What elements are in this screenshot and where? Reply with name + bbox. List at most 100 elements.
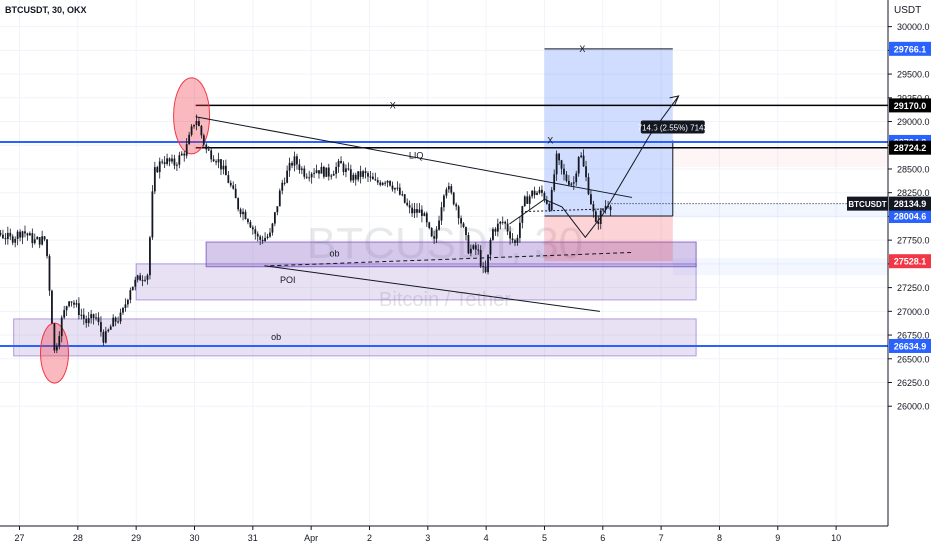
candle-body [376,180,379,183]
candle-body [560,160,563,169]
candle-body [14,238,17,243]
zones-layer [13,241,697,357]
candle-body [131,286,134,291]
x-tick-label: 7 [659,533,664,543]
candle-body [575,173,578,183]
candle-body [501,221,504,223]
y-tick-label: 27250.0 [897,283,930,293]
candle-body [531,190,534,197]
candle-body [345,168,347,172]
candle-body [555,153,558,175]
grid-layer [0,0,888,526]
price-badge [889,41,931,56]
candle-body [286,170,289,183]
candle-body [109,326,112,330]
candle-body [256,233,259,237]
candle-body [156,167,159,173]
candle-body [396,187,399,189]
candle-body [597,221,600,224]
candle-body [43,236,46,240]
candle-body [452,192,455,205]
candle-body [6,232,9,239]
candle-body [506,223,509,232]
candle-body [298,164,301,170]
candle-body [440,207,443,221]
candle-body [509,231,511,239]
candle-body [313,172,315,174]
candle-body [398,187,401,195]
candle-body [36,237,39,240]
candle-body [0,232,2,235]
candle-body [445,189,448,196]
candle-body [278,190,281,207]
candle-body [364,171,367,174]
candle-body [11,236,14,243]
candle-body [406,202,409,206]
candle-body [119,312,122,322]
candle-body [381,182,384,185]
candle-body [190,126,193,135]
candles-layer [0,114,612,354]
candle-body [283,182,286,184]
y-tick-label: 26000.0 [897,402,930,412]
candle-body [273,212,276,224]
candle-body [604,205,607,210]
candle-body [161,161,164,163]
candle-body [202,135,205,145]
x-tick-label: 9 [775,533,780,543]
candle-body [315,170,318,173]
x-tick-label: 29 [131,533,141,543]
candle-body [577,157,580,174]
symbol-legend: BTCUSDT, 30, OKX [5,5,87,15]
candle-body [53,323,56,351]
candle-body [536,192,538,195]
candle-body [362,171,364,177]
candle-body [330,175,333,177]
candle-body [389,180,391,186]
candle-body [266,236,269,238]
faint-strip [672,203,888,218]
candle-body [195,121,198,125]
ticks-layer: 26000.0 26250.0 26500.0 26750.0 27000.0 27250… [14,22,929,543]
zone-label: POI [280,275,296,285]
candle-body [567,180,570,185]
position-stats-badge [640,120,705,134]
badges-layer: 29766.129170.028784.828724.228004.627528… [611,41,931,353]
candle-body [242,211,244,215]
candle-body [411,207,413,214]
candle-body [391,185,394,190]
candle-body [550,189,553,211]
candle-body [139,275,142,281]
last-price-symbol-badge [847,196,888,211]
candle-body [430,227,433,237]
candle-body [472,245,475,249]
zone-box [13,318,697,357]
candle-body [526,196,529,204]
faint-strip [672,148,888,168]
candle-body [504,221,507,224]
x-tick-label: 2 [367,533,372,543]
candle-body [48,256,51,291]
candle-body [320,166,323,174]
candle-body [141,280,144,282]
candle-body [518,222,521,238]
candle-body [523,196,526,207]
candle-body [494,229,497,232]
candle-body [538,189,541,193]
candle-body [97,317,100,323]
candle-body [477,249,480,251]
candle-body [296,156,298,165]
candle-body [558,153,560,161]
candle-body [462,223,465,228]
candle-body [416,209,418,213]
candle-body [259,236,262,240]
upper-trendline [195,116,633,198]
candle-body [271,223,274,233]
candle-body [254,229,257,234]
candle-body [227,175,230,183]
candle-body [112,317,115,327]
candle-body [479,250,482,267]
price-badge-label: 27528.1 [894,257,927,267]
